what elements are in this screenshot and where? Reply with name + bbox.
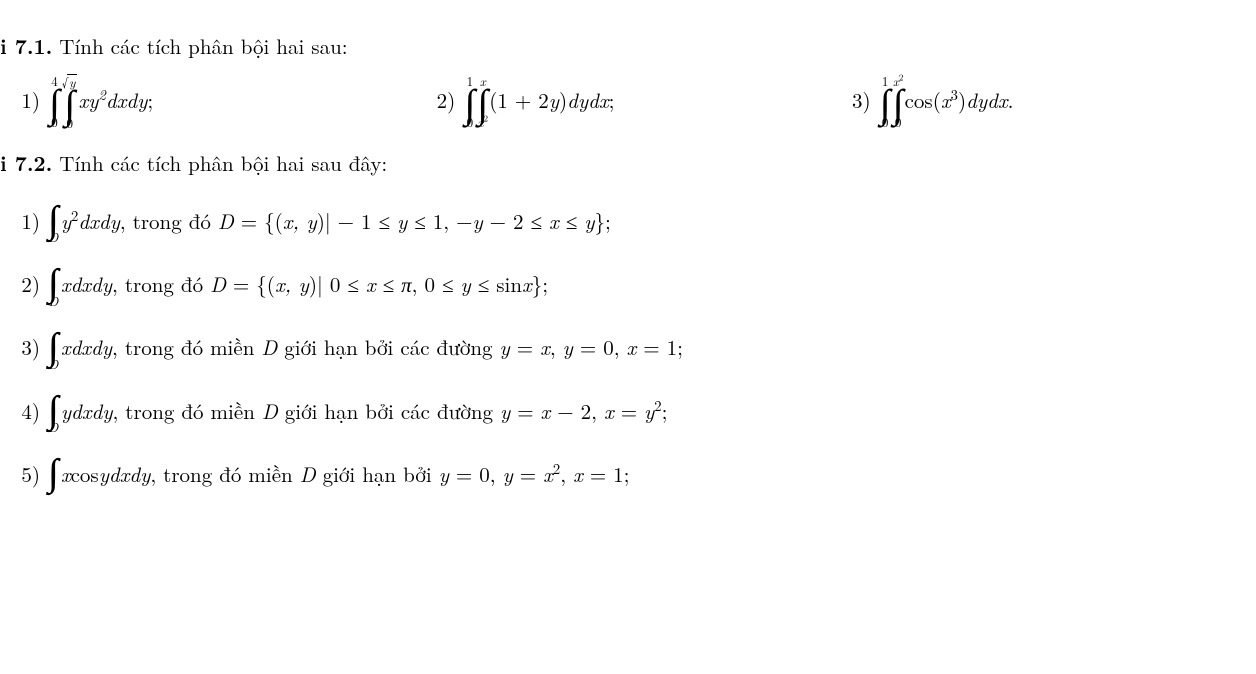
ex71-item-3: 3) 1 ∫ 0 x2 ∫ 0 cos(x3)dydx. [831, 74, 1246, 128]
region: D [49, 294, 59, 307]
item-number: 3) [831, 84, 871, 118]
integrand: cos(x3)dydx [905, 84, 1008, 118]
lower-limit: 0 [467, 115, 474, 128]
region: D [49, 357, 59, 370]
lower-limit: 0 [51, 115, 58, 128]
region: D [49, 420, 59, 433]
item-body: ∫∫ D xdxdy, trong đó miền D giới hạn bởi… [48, 327, 683, 370]
ex72-item-5: 5) ∫∫ D xcosydxdy, trong đó miền D giới … [0, 453, 1246, 496]
double-integral: ∫∫ D [48, 200, 59, 243]
item-number: 2) [415, 84, 455, 118]
exercise-7-2-heading: i 7.2. Tính các tích phân bội hai sau đâ… [0, 147, 1246, 181]
item-number: 2) [0, 268, 40, 302]
outer-integral: 1 ∫ 0 [880, 74, 891, 128]
ex72-item-2: 2) ∫∫ D xdxdy, trong đó D = {(x, y)| 0 ≤… [0, 263, 1246, 306]
ex72-item-3: 3) ∫∫ D xdxdy, trong đó miền D giới hạn … [0, 327, 1246, 370]
lower-limit: x2 [477, 115, 488, 128]
item-number: 3) [0, 331, 40, 365]
ex72-item-4: 4) ∫∫ D ydxdy, trong đó miền D giới hạn … [0, 390, 1246, 433]
ex72-item-1: 1) ∫∫ D y2dxdy, trong đó D = {(x, y)| − … [0, 200, 1246, 243]
region: D [49, 230, 59, 243]
inner-integral: √y ∫ 0 [62, 74, 77, 129]
double-integral: ∫∫ D [48, 453, 59, 496]
integrand: y2dxdy [61, 205, 120, 239]
exercise-7-1-heading: i 7.1. Tính các tích phân bội hai sau: [0, 30, 1246, 64]
semicolon: ; [609, 84, 615, 118]
integral-expression: 1 ∫ 0 x2 ∫ 0 cos(x3)dydx. [879, 74, 1014, 128]
integrand: xy2dxdy [78, 84, 147, 118]
item-body: ∫∫ D y2dxdy, trong đó D = {(x, y)| − 1 ≤… [48, 200, 611, 243]
description: , trong đó D = {(x, y)| − 1 ≤ y ≤ 1, −y … [120, 205, 611, 239]
integrand: xdxdy [61, 331, 112, 365]
double-integral: ∫∫ D [48, 390, 59, 433]
ex71-item-2: 2) 1 ∫ 0 x ∫ x2 (1 + 2y)dydx; [415, 74, 830, 128]
description: , trong đó D = {(x, y)| 0 ≤ x ≤ π, 0 ≤ y… [112, 268, 548, 302]
inner-integral: x ∫ x2 [477, 74, 488, 128]
integrand: (1 + 2y)dydx [489, 84, 608, 118]
double-integral: ∫∫ D [48, 327, 59, 370]
lower-limit: 0 [66, 116, 73, 129]
item-body: ∫∫ D xcosydxdy, trong đó miền D giới hạn… [48, 453, 630, 496]
item-body: ∫∫ D ydxdy, trong đó miền D giới hạn bởi… [48, 390, 667, 433]
integrand: xcosydxdy [61, 458, 151, 492]
integral-sign: ∫∫ [48, 453, 59, 487]
integrand: xdxdy [61, 268, 112, 302]
inner-integral: x2 ∫ 0 [893, 74, 904, 128]
description: , trong đó miền D giới hạn bởi các đường… [112, 331, 683, 365]
exercise-7-1-items: 1) 4 ∫ 0 √y ∫ 0 xy2dxdy; 2) 1 ∫ 0 x [0, 74, 1246, 129]
heading-prefix: i 7.1. [0, 31, 52, 61]
description: , trong đó miền D giới hạn bởi các đường… [112, 395, 667, 429]
description: , trong đó miền D giới hạn bởi y = 0, y … [150, 458, 629, 492]
integral-expression: 4 ∫ 0 √y ∫ 0 xy2dxdy; [48, 74, 153, 129]
lower-limit: 0 [882, 115, 889, 128]
integrand: ydxdy [61, 395, 113, 429]
semicolon: ; [147, 84, 153, 118]
period: . [1008, 84, 1014, 118]
item-number: 4) [0, 395, 40, 429]
outer-integral: 1 ∫ 0 [464, 74, 475, 128]
item-number: 5) [0, 458, 40, 492]
item-body: ∫∫ D xdxdy, trong đó D = {(x, y)| 0 ≤ x … [48, 263, 548, 306]
item-number: 1) [0, 84, 40, 118]
ex71-item-1: 1) 4 ∫ 0 √y ∫ 0 xy2dxdy; [0, 74, 415, 129]
lower-limit: 0 [895, 115, 902, 128]
heading-prefix: i 7.2. [0, 148, 52, 178]
heading-text: Tính các tích phân bội hai sau: [52, 31, 347, 61]
item-number: 1) [0, 205, 40, 239]
integral-expression: 1 ∫ 0 x ∫ x2 (1 + 2y)dydx; [463, 74, 614, 128]
heading-text: Tính các tích phân bội hai sau đây: [52, 148, 387, 178]
double-integral: ∫∫ D [48, 263, 59, 306]
outer-integral: 4 ∫ 0 [49, 74, 60, 128]
